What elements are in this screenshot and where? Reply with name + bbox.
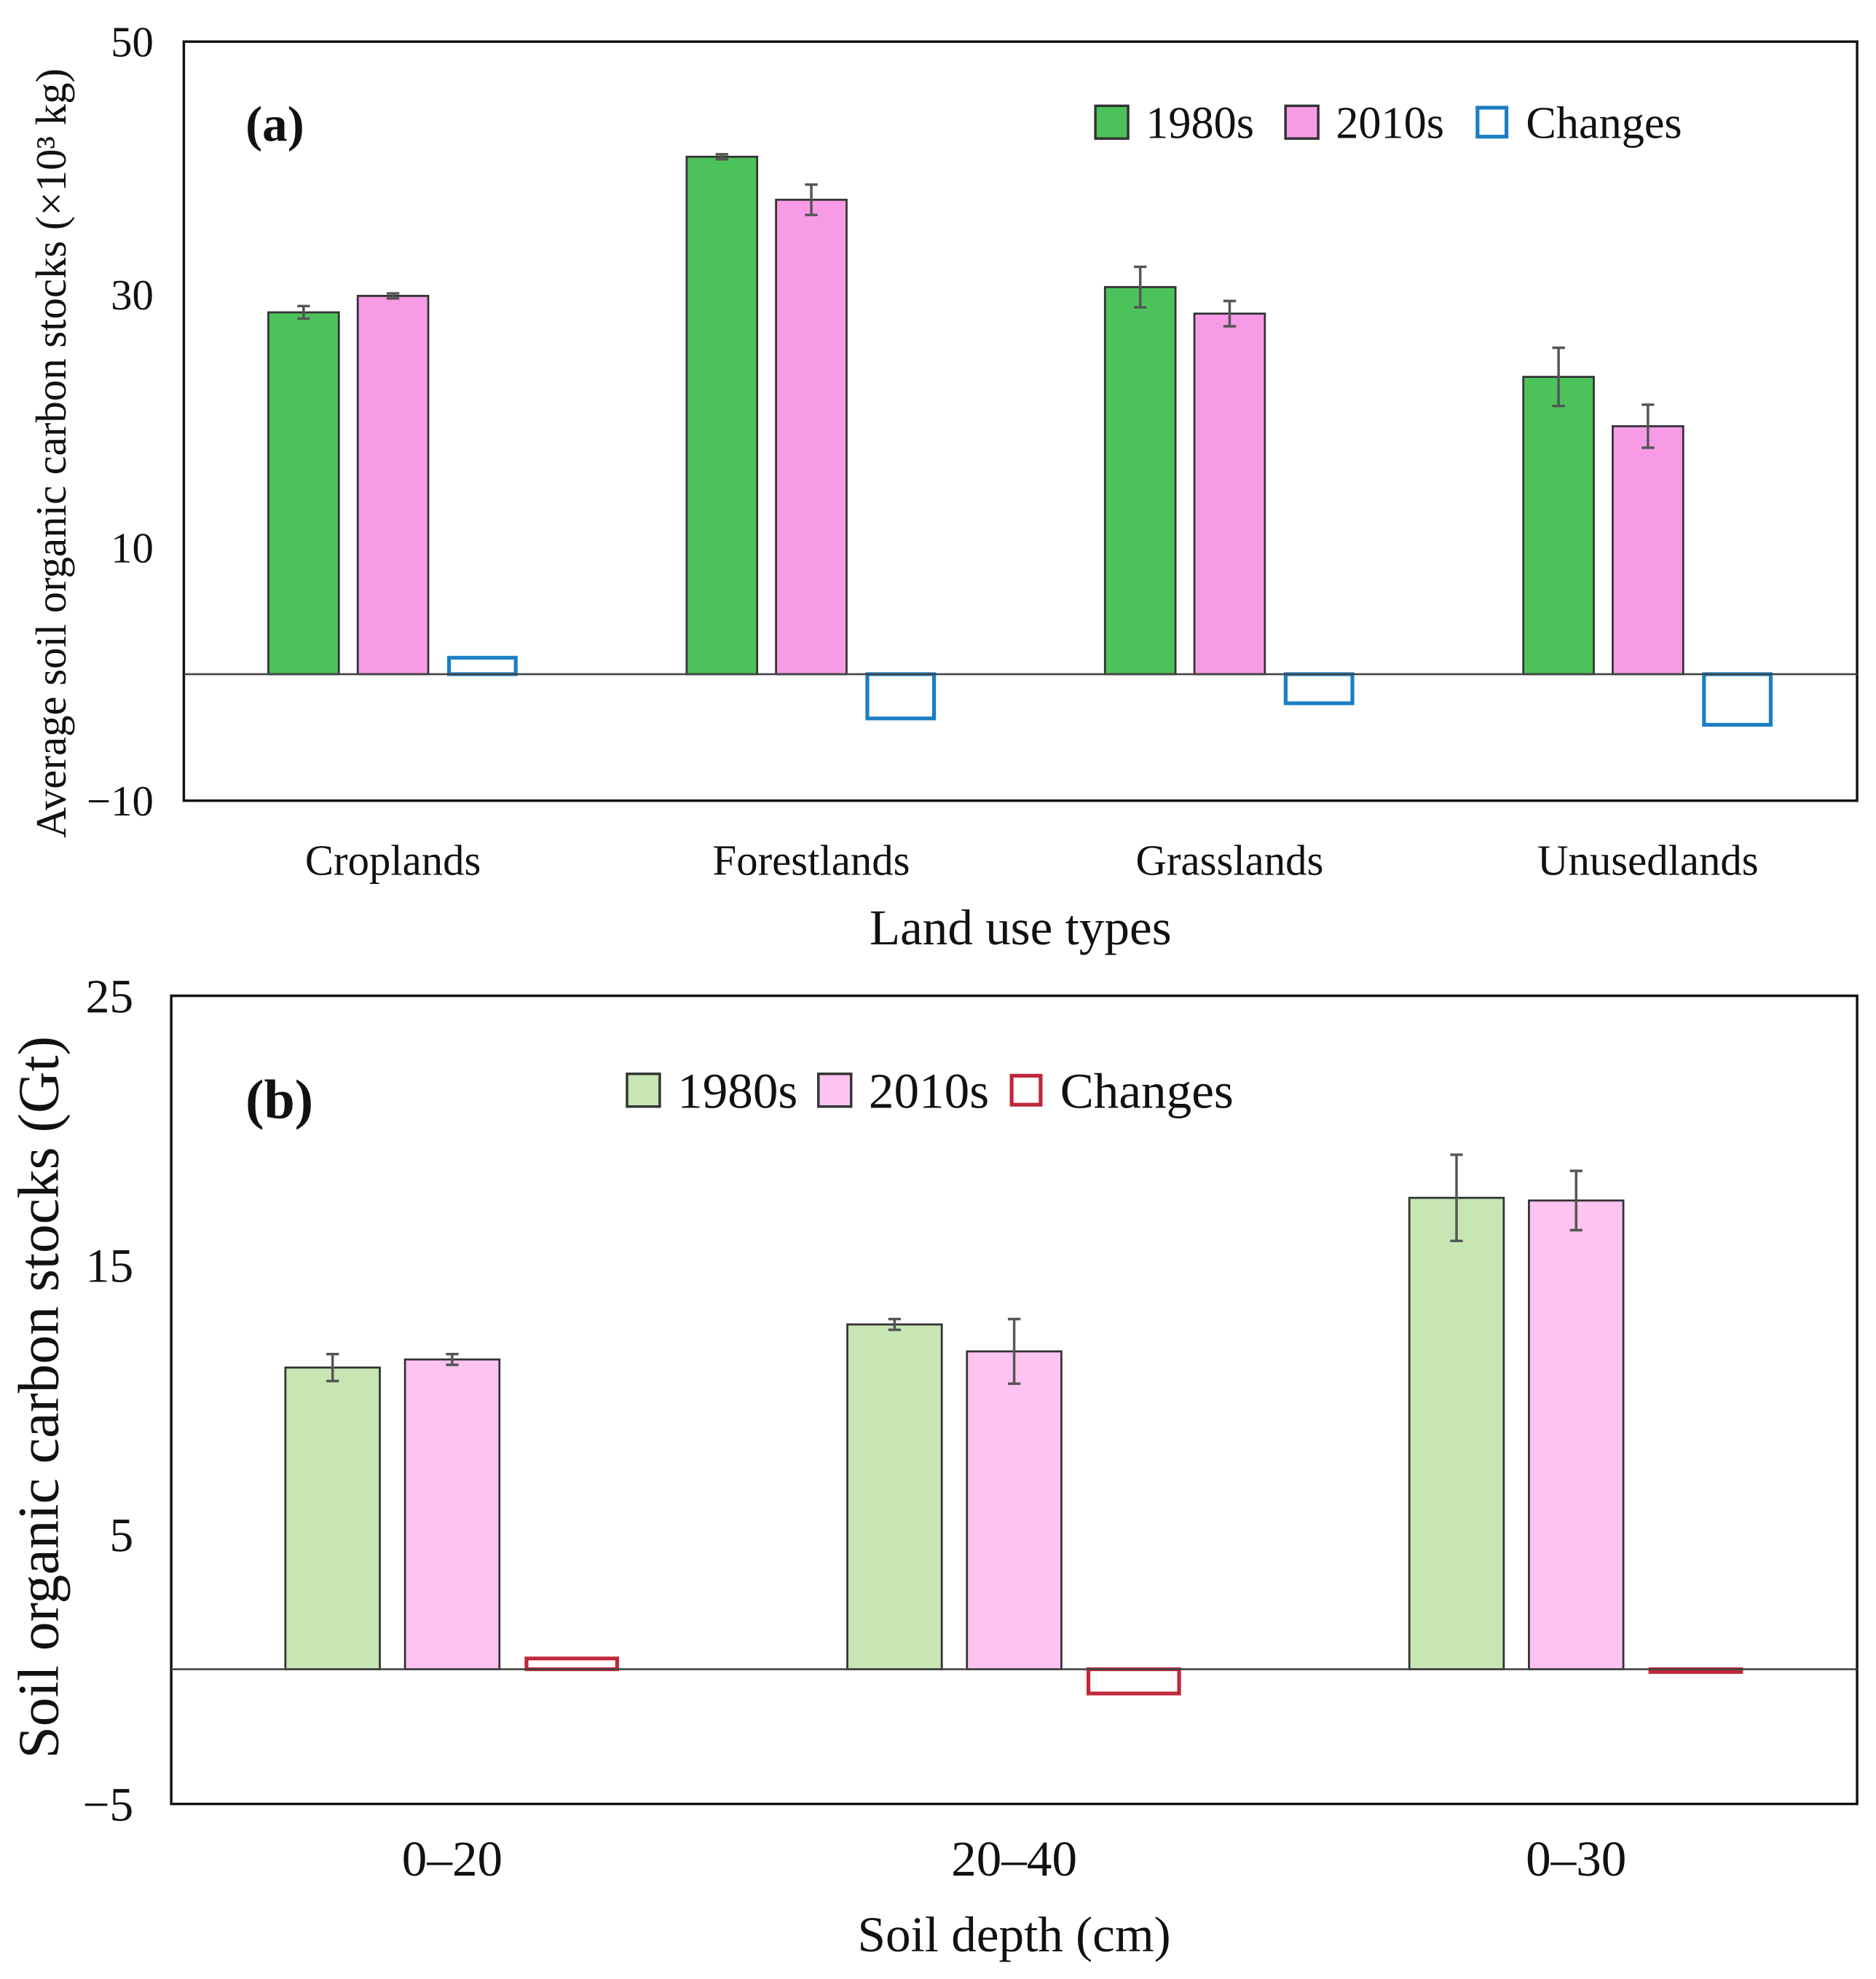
y-tick-label: 10: [111, 525, 154, 572]
bar-changes-Forestlands: [865, 672, 937, 721]
bar-2010s-Grasslands: [1193, 312, 1266, 676]
chart-panel-a: 50 30 10 −10 Croplands Forestlands Grasslands U…: [28, 19, 1859, 955]
x-tick-label: Forestlands: [713, 837, 910, 885]
y-tick-label: 5: [109, 1509, 133, 1563]
bar-2010s-20–40: [966, 1350, 1063, 1670]
legend-label: Changes: [1526, 99, 1682, 149]
x-tick-label: Unusedlands: [1537, 837, 1759, 885]
x-tick-label: 20–40: [951, 1830, 1077, 1887]
legend-swatch-changes: [1475, 106, 1509, 139]
x-axis-title: Soil depth (cm): [858, 1906, 1171, 1962]
legend-swatch-2010s: [1284, 104, 1320, 141]
x-tick-label: 0–30: [1526, 1830, 1626, 1887]
legend-label: 1980s: [677, 1063, 797, 1119]
y-axis-title: Soil organic carbon stocks (Gt): [7, 1036, 71, 1758]
chart-panel-b: 25 15 5 −5 0–20 20–40 0–30 Soil depth (cm) Soil …: [7, 971, 1859, 1962]
bar-1980s-0–30: [1408, 1196, 1505, 1670]
y-tick-label: 15: [86, 1240, 134, 1293]
bar-changes-20–40: [1087, 1667, 1181, 1696]
x-tick-label: Grasslands: [1136, 837, 1324, 885]
legend-label: 1980s: [1146, 99, 1254, 149]
bar-changes-Unusedlands: [1702, 672, 1773, 727]
y-tick-label: 30: [111, 272, 154, 319]
bar-1980s-Grasslands: [1103, 285, 1177, 676]
legend-swatch-1980s: [1094, 104, 1130, 141]
y-tick-label: 50: [111, 19, 154, 66]
bar-1980s-Forestlands: [685, 155, 759, 676]
bar-1980s-20–40: [846, 1323, 943, 1670]
legend-swatch-1980s: [626, 1073, 661, 1108]
legend-label: 2010s: [869, 1063, 989, 1119]
bar-2010s-Croplands: [356, 295, 430, 676]
x-tick-label: Croplands: [305, 837, 481, 885]
bar-2010s-Forestlands: [775, 198, 848, 676]
panel-label: (a): [245, 96, 304, 152]
x-tick-label: 0–20: [402, 1830, 502, 1887]
legend: 1980s 2010s Changes: [1094, 99, 1682, 149]
legend-label: Changes: [1060, 1063, 1234, 1119]
bar-2010s-0–30: [1528, 1199, 1625, 1670]
bar-changes-Croplands: [446, 655, 518, 676]
plot-frame: [170, 994, 1859, 1806]
y-tick-label: 25: [86, 971, 134, 1024]
bar-changes-0–20: [524, 1656, 620, 1672]
y-tick-label: −10: [87, 778, 154, 825]
x-axis-title: Land use types: [870, 899, 1172, 955]
y-axis-title: Average soil organic carbon stocks (×10³…: [28, 68, 75, 838]
legend-swatch-2010s: [817, 1073, 853, 1108]
y-tick-label: −5: [82, 1779, 133, 1832]
bar-2010s-0–20: [403, 1358, 501, 1670]
panel-label: (b): [245, 1069, 313, 1130]
legend: 1980s 2010s Changes: [626, 1063, 1234, 1119]
plot-frame: [182, 40, 1859, 802]
bar-changes-Grasslands: [1283, 672, 1355, 706]
legend-label: 2010s: [1336, 99, 1444, 149]
bar-2010s-Unusedlands: [1612, 424, 1684, 676]
bar-1980s-Croplands: [267, 311, 340, 676]
legend-swatch-changes: [1009, 1073, 1043, 1107]
bar-1980s-0–20: [284, 1366, 381, 1670]
bar-1980s-Unusedlands: [1522, 376, 1595, 676]
